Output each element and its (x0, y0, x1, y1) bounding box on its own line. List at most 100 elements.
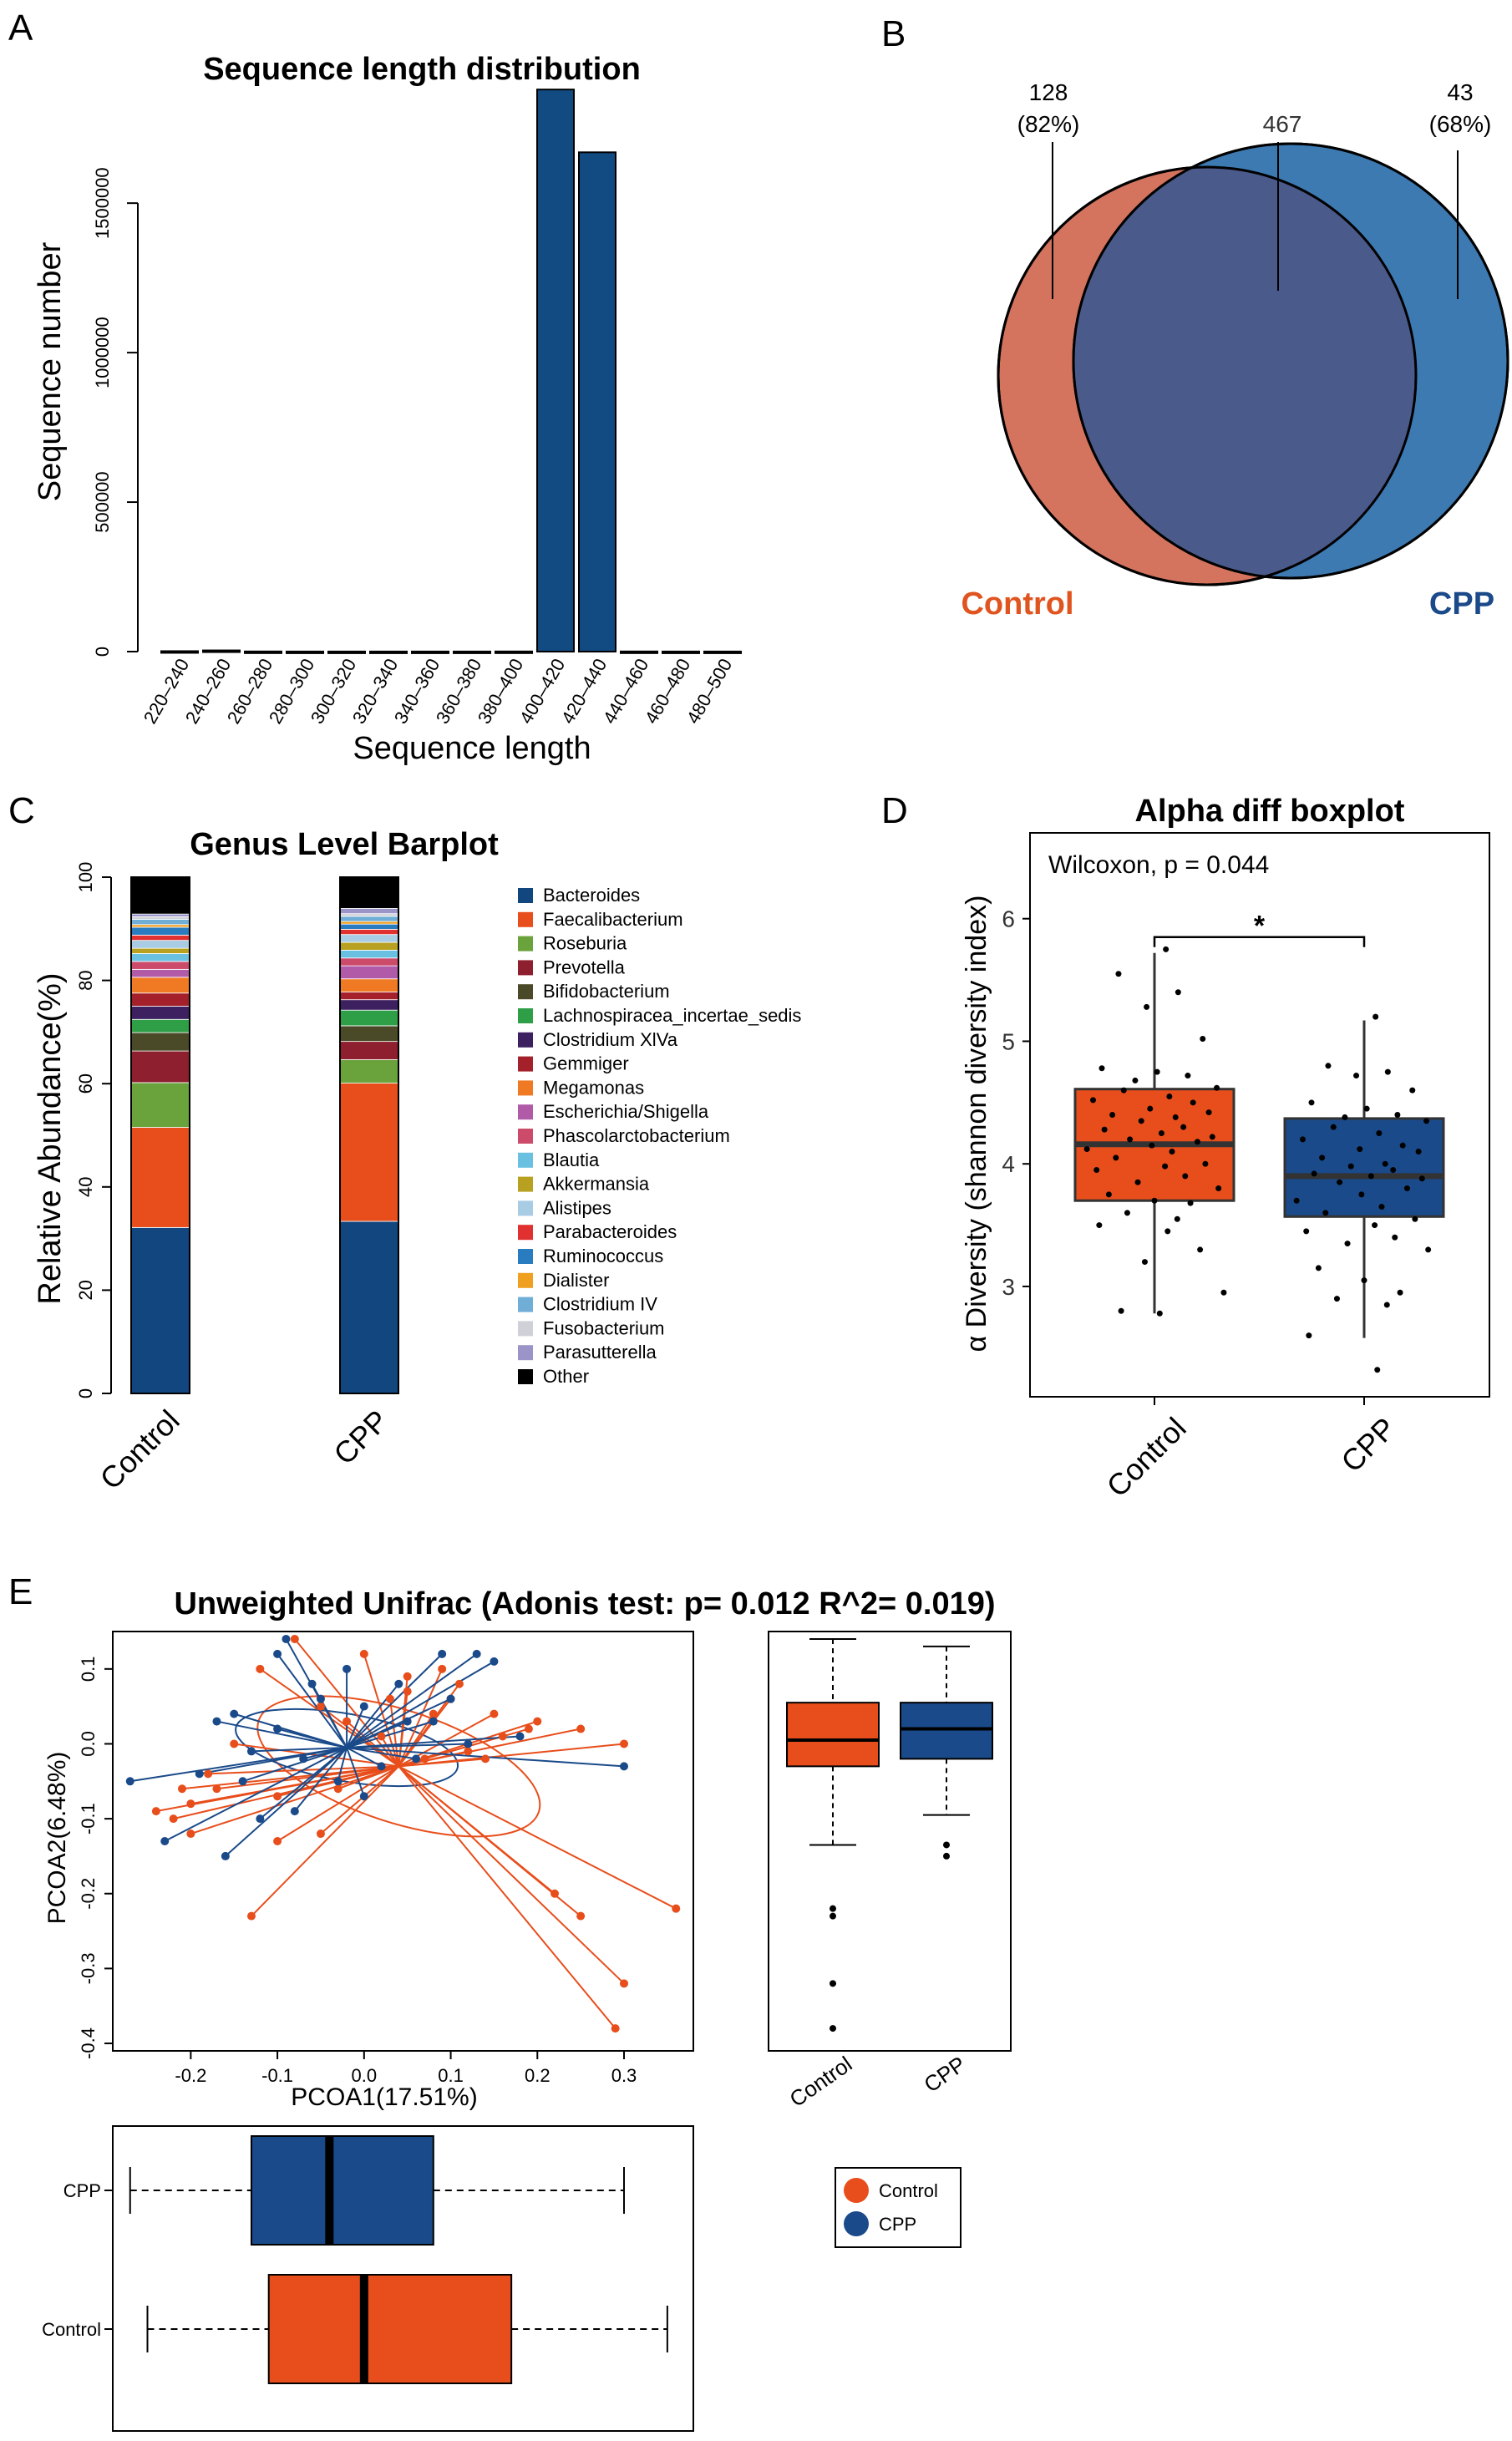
y-tick-label: -0.2 (78, 1878, 99, 1910)
x-category-label: CPP (919, 2051, 970, 2097)
spider-line (337, 1765, 399, 1790)
x-tick-label: 0.1 (438, 2065, 464, 2086)
jitter-point (1144, 1003, 1150, 1010)
legend-swatch (518, 936, 533, 952)
spider-line (398, 1758, 486, 1768)
panel-c-genus-barplot: Genus Level Barplot Relative Abundance(%… (33, 827, 801, 1496)
panel-e-xlabel: PCOA1(17.51%) (291, 2083, 477, 2111)
sample-point (273, 1792, 282, 1801)
jitter-point (1127, 1136, 1134, 1143)
legend-label: Parasutterella (543, 1342, 657, 1363)
panel-a-ylabel: Sequence number (33, 241, 68, 501)
stacked-segment (339, 949, 399, 959)
legend-swatch (518, 1129, 533, 1144)
y-tick-label: 0 (92, 647, 113, 657)
jitter-point (1425, 1246, 1432, 1253)
stacked-segment (130, 961, 190, 970)
legend-label: Parabacteroides (543, 1221, 677, 1242)
legend-swatch (518, 911, 533, 927)
spider-line (346, 1698, 451, 1748)
jitter-point (1096, 1222, 1103, 1229)
legend-marker (844, 2211, 869, 2236)
legend-swatch (518, 1104, 533, 1120)
sample-point (576, 1911, 586, 1921)
stacked-segment (339, 1083, 399, 1222)
sample-point (464, 1739, 473, 1748)
sample-point (472, 1649, 481, 1658)
sample-point (454, 1679, 464, 1688)
spider-line (277, 1765, 399, 1842)
stacked-segment (339, 941, 399, 951)
stacked-segment (130, 1127, 190, 1228)
sample-point (290, 1807, 299, 1816)
venn-control-outline (997, 165, 1418, 586)
legend-swatch (518, 1032, 533, 1048)
stacked-segment (339, 921, 399, 925)
jitter-point (1132, 1077, 1139, 1083)
jitter-point (1353, 1073, 1360, 1079)
sample-point (377, 1732, 386, 1741)
x-tick-label: -0.1 (261, 2065, 293, 2086)
bar-seq-length (411, 650, 449, 654)
y-category-label: Control (42, 2319, 101, 2340)
jitter-point (1164, 1228, 1171, 1235)
jitter-point (1169, 1149, 1175, 1155)
sample-point (299, 1754, 308, 1764)
bar-seq-length (160, 650, 199, 654)
jitter-point (1293, 1197, 1300, 1204)
sample-point (273, 1649, 282, 1658)
legend-marker (844, 2178, 869, 2203)
panel-a-sequence-length-chart: Sequence length distribution Sequence nu… (33, 52, 742, 766)
sample-point (490, 1657, 499, 1666)
panel-e-title: Unweighted Unifrac (Adonis test: p= 0.01… (174, 1586, 995, 1621)
significance-marker: * (1254, 911, 1266, 942)
jitter-point (1344, 1241, 1351, 1247)
sample-point (385, 1694, 394, 1703)
legend-swatch (518, 1056, 533, 1072)
jitter-point (1115, 971, 1122, 977)
legend-label: Lachnospiracea_incertae_sedis (543, 1005, 801, 1026)
jitter-point (1197, 1246, 1204, 1253)
jitter-point (1330, 1124, 1337, 1130)
sample-point (481, 1754, 490, 1764)
jitter-point (1113, 1155, 1119, 1161)
legend-label: Clostridium XlVa (543, 1029, 678, 1050)
sample-point (316, 1694, 325, 1703)
jitter-point (1363, 1105, 1370, 1112)
stacked-segment (130, 1050, 190, 1083)
jitter-point (1205, 1109, 1212, 1116)
legend-swatch (518, 1152, 533, 1168)
sample-point (221, 1851, 230, 1860)
stacked-bar-outline (130, 876, 190, 1394)
jitter-point (1409, 1087, 1416, 1094)
spider-line (346, 1683, 400, 1748)
stacked-segment (339, 965, 399, 980)
spider-line (251, 1746, 348, 1753)
jitter-point (1374, 1367, 1381, 1373)
jitter-point (1185, 1073, 1191, 1079)
jitter-point (1372, 1222, 1378, 1229)
pcoa-y-box-frame (768, 1631, 1012, 2052)
jitter-point (1412, 1215, 1418, 1222)
jitter-point (1134, 1179, 1141, 1185)
jitter-point (1367, 1173, 1374, 1180)
stacked-segment (130, 1082, 190, 1128)
stacked-segment (130, 977, 190, 994)
spider-line (216, 1720, 348, 1748)
sample-point (394, 1679, 403, 1688)
x-category-label: Control (94, 1403, 186, 1496)
box-iqr (250, 2135, 434, 2246)
legend-swatch (518, 960, 533, 976)
sample-point (246, 1911, 256, 1921)
sample-point (125, 1777, 134, 1786)
venn-control-count: 128 (1029, 79, 1068, 105)
jitter-point (1376, 1130, 1383, 1137)
jitter-point (1158, 1130, 1164, 1137)
jitter-point (1105, 1191, 1112, 1198)
y-category-label: CPP (63, 2180, 101, 2201)
bar-seq-length (495, 650, 533, 654)
spider-line (190, 1765, 399, 1805)
venn-control-label: Control (961, 586, 1073, 622)
jitter-point (1423, 1118, 1430, 1124)
